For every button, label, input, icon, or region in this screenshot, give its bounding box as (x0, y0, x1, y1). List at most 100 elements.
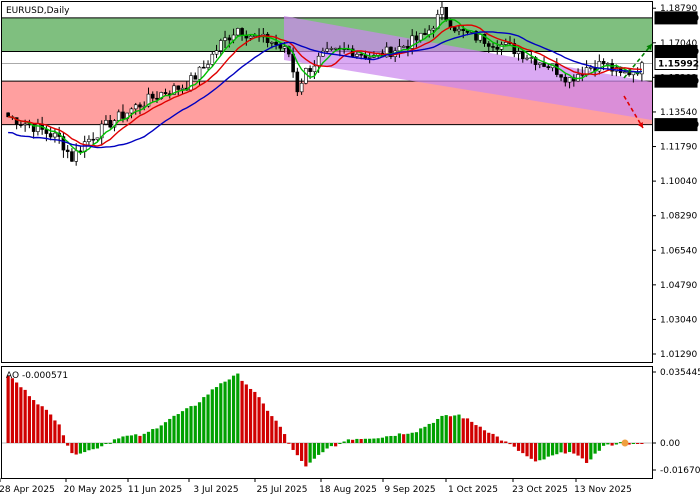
ao-bar (206, 394, 210, 443)
ao-bar (236, 373, 240, 443)
ao-bar (23, 389, 27, 443)
date-label: 3 Jul 2025 (193, 485, 238, 495)
price-tick-label: 1.13540 (660, 108, 697, 118)
ao-tick-label: -0.016705 (660, 466, 700, 476)
ao-bar (6, 375, 10, 443)
candle (529, 51, 534, 64)
ao-bar (351, 439, 355, 443)
candle-body (163, 92, 168, 94)
level-label: 1.16600 (658, 47, 699, 57)
ao-bar (636, 443, 640, 444)
candle-body (589, 67, 593, 69)
ao-bar (338, 443, 342, 444)
ao-bar (572, 443, 576, 454)
chart-title: EURUSD,Daily (6, 6, 70, 16)
candle (525, 54, 529, 61)
candle (61, 132, 66, 158)
ao-bar (448, 416, 453, 443)
ao-bar (197, 402, 202, 443)
ao-bar (36, 404, 40, 443)
candle-body (104, 120, 108, 125)
ao-bar (274, 420, 278, 443)
candle (129, 107, 134, 119)
candle (163, 88, 168, 96)
ao-bar (606, 443, 610, 445)
ao-current-marker (621, 439, 629, 447)
ao-bar (538, 443, 542, 461)
ao-bar (482, 430, 487, 443)
ao-bar (66, 443, 70, 446)
candle-body (150, 93, 155, 99)
candle-body (384, 46, 389, 58)
price-tick-label: 1.08290 (660, 212, 697, 222)
date-label: 11 Jun 2025 (128, 485, 182, 495)
ao-bar (49, 414, 53, 443)
candle-body (623, 71, 627, 74)
ao-bar (478, 426, 482, 443)
price-tick-label: 1.01290 (660, 350, 697, 360)
candle-body (31, 124, 36, 132)
ao-bar (640, 443, 644, 444)
price-tick-label: 1.17040 (660, 39, 697, 49)
candle (65, 145, 70, 159)
candle (19, 121, 23, 128)
ao-bar (210, 389, 214, 443)
ao-bar (589, 443, 593, 460)
candle-body (270, 42, 274, 44)
ao-bar (253, 391, 257, 443)
candle (491, 42, 495, 52)
date-label: 20 May 2025 (64, 485, 123, 495)
price-tick-label: 1.11790 (660, 143, 697, 153)
candle-body (23, 123, 27, 126)
ao-bar (240, 380, 244, 443)
candle-body (74, 150, 78, 162)
ao-bar (261, 403, 265, 443)
candle (176, 85, 181, 96)
candle (597, 54, 602, 75)
candle-body (99, 123, 104, 139)
candle-body (312, 65, 317, 72)
ao-bar (40, 406, 44, 443)
candle-body (359, 53, 363, 56)
ao-bar (78, 443, 83, 454)
candle-body (65, 149, 70, 152)
candle-body (474, 31, 478, 41)
ao-bar (436, 418, 440, 443)
axis-layer: 1.187901.170401.152921.135401.117901.100… (0, 4, 700, 495)
candle (48, 126, 53, 141)
ao-bar (453, 415, 457, 443)
ao-bar (499, 440, 504, 443)
ao-bar (334, 443, 338, 447)
candle (74, 143, 78, 166)
ao-bar (580, 443, 584, 459)
candle-body (329, 48, 334, 50)
ao-bar (342, 441, 346, 443)
ao-bar (457, 414, 461, 443)
candle (563, 73, 568, 87)
ao-bar (202, 397, 206, 443)
candle-body (423, 32, 427, 35)
candle-body (491, 46, 495, 48)
descending-channel (284, 16, 652, 120)
ao-bar (359, 438, 363, 443)
ao-bar (559, 443, 563, 453)
candle (486, 41, 491, 53)
candle-body (606, 63, 610, 65)
candle (206, 60, 210, 70)
candle-body (520, 51, 525, 60)
ao-bar (121, 436, 125, 443)
candle (423, 28, 427, 36)
level-box (654, 11, 698, 25)
candle (91, 132, 95, 146)
candle (201, 60, 206, 69)
candle-body (53, 132, 57, 138)
ao-bar (444, 415, 448, 443)
ao-bar (95, 443, 100, 449)
price-panel-frame (1, 1, 653, 363)
candle-body (304, 68, 308, 84)
candle-body (193, 75, 198, 80)
ao-bar (372, 438, 376, 443)
candle-body (542, 62, 546, 67)
candle (440, 1, 444, 21)
